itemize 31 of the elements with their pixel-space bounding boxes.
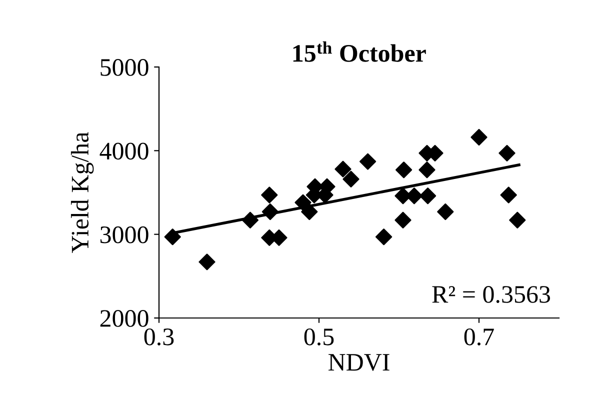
y-tick-label: 5000 [100,59,148,76]
point [198,254,216,270]
point [509,212,526,228]
point [394,212,412,228]
point [262,203,278,220]
chart-title: 15$^{th}$ October [293,41,426,62]
point [418,162,436,178]
point [261,186,278,204]
point [500,186,517,204]
point [360,153,376,170]
x-tick-label: 0.3 [144,328,174,346]
y-tick-label: 3000 [100,226,148,244]
point [498,144,516,162]
annotation: R² = 0.3563 [432,286,550,303]
point [342,170,360,188]
x-tick-label: 0.5 [304,328,334,346]
y-tick-label: 4000 [100,142,148,160]
x-axis-title: NDVI [328,354,390,371]
point [301,203,318,220]
point [164,228,181,246]
y-axis-title: Yield Kg/ha [70,132,94,253]
point [376,228,392,246]
point [437,203,454,220]
point [334,160,352,178]
point [242,212,258,228]
point [470,128,488,146]
y-tick-label: 2000 [100,310,148,327]
x-tick-label: 0.7 [464,328,494,346]
point [294,194,312,211]
point [396,162,412,178]
point [420,188,436,204]
